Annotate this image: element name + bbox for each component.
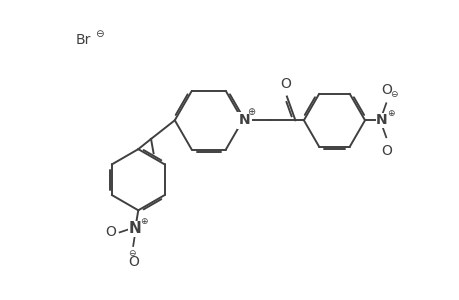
Text: N: N <box>375 113 387 127</box>
Text: O: O <box>128 255 138 269</box>
Text: Br: Br <box>75 33 90 46</box>
Text: ⊖: ⊖ <box>129 249 136 258</box>
Text: O: O <box>279 76 290 91</box>
Text: O: O <box>380 82 391 97</box>
Text: ⊖: ⊖ <box>95 29 103 39</box>
Text: O: O <box>380 144 391 158</box>
Text: ⊖: ⊖ <box>389 90 397 99</box>
Text: ⊕: ⊕ <box>140 217 148 226</box>
Text: ⊕: ⊕ <box>246 107 255 117</box>
Text: N: N <box>128 221 141 236</box>
Text: ⊕: ⊕ <box>386 109 393 118</box>
Text: O: O <box>105 225 116 239</box>
Text: N: N <box>238 113 250 127</box>
